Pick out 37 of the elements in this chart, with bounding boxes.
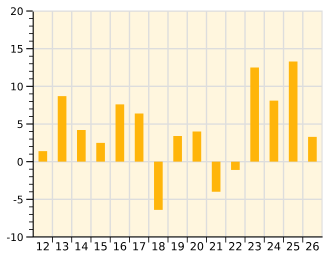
bar <box>173 136 182 162</box>
bar <box>231 162 240 170</box>
y-tick-label: 10 <box>11 82 23 90</box>
bar <box>250 68 259 162</box>
bar <box>212 162 220 192</box>
x-tick-label: 20 <box>190 242 204 250</box>
x-tick-label: 24 <box>268 242 280 250</box>
x-tick-label: 16 <box>114 242 126 250</box>
x-tick-label: 19 <box>172 242 184 250</box>
bar <box>134 113 144 162</box>
x-tick-label: 21 <box>210 242 222 250</box>
y-tick-label: -10 <box>6 233 23 242</box>
x-tick-label: 18 <box>152 242 165 250</box>
bar <box>96 142 105 162</box>
bar <box>192 132 202 162</box>
x-tick-label: 17 <box>133 242 146 250</box>
bar <box>38 151 48 162</box>
x-tick-label: 15 <box>94 242 107 250</box>
y-tick-label: 20 <box>10 7 23 16</box>
y-tick-label: -5 <box>14 196 23 204</box>
x-tick-label: 22 <box>229 242 242 250</box>
y-tick-label: 5 <box>18 120 23 128</box>
bar <box>116 104 124 162</box>
y-tick-label: 0 <box>18 158 23 166</box>
x-tick-label: 14 <box>75 242 88 250</box>
x-tick-label: 13 <box>56 242 68 250</box>
bar <box>154 162 163 210</box>
x-tick-label: 12 <box>36 242 49 250</box>
x-tick-label: 26 <box>306 242 319 250</box>
y-tick-label: 15 <box>11 45 23 53</box>
bar <box>77 130 86 162</box>
bar <box>308 136 317 162</box>
x-tick-label: 23 <box>248 242 261 250</box>
bar <box>288 61 298 162</box>
bar <box>270 100 278 162</box>
bar <box>58 96 66 162</box>
x-tick-label: 25 <box>286 242 300 250</box>
